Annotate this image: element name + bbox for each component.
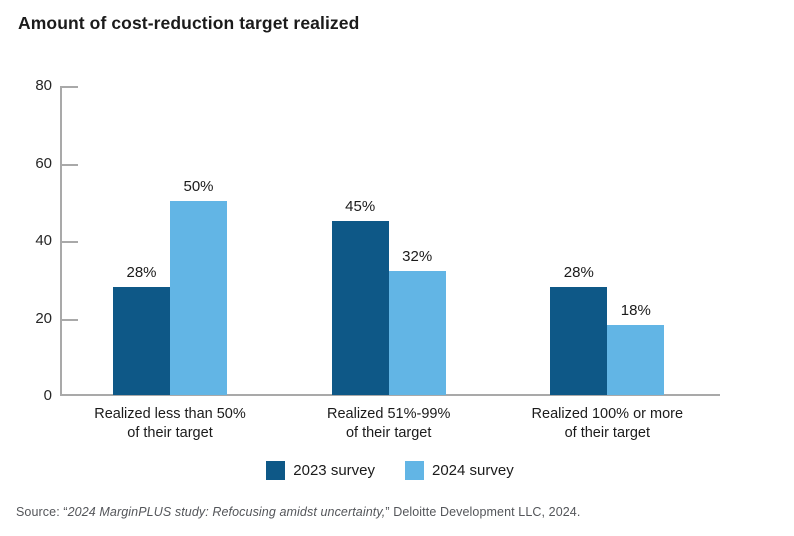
source-study-title: 2024 MarginPLUS study: Refocusing amidst… (67, 505, 386, 519)
bar-value-label: 28% (126, 263, 157, 281)
bar-2023-survey (550, 286, 608, 395)
x-category-label-line: of their target (127, 425, 213, 441)
legend-label: 2023 survey (293, 462, 375, 479)
source-prefix: Source: “ (16, 505, 68, 519)
bar-value-label: 28% (563, 263, 594, 281)
x-category-label-line: of their target (345, 425, 432, 441)
y-tick-label: 80 (35, 77, 52, 94)
bar-2024-survey (388, 271, 446, 395)
x-category-label-line: of their target (564, 425, 651, 441)
legend-label: 2024 survey (432, 462, 514, 479)
bar-value-label: 45% (345, 197, 376, 215)
x-category-label: Realized 100% or more of their target (487, 405, 727, 443)
x-category-label-line: Realized 51%-99% (327, 406, 451, 422)
source-suffix: ” Deloitte Development LLC, 2024. (385, 505, 581, 519)
plot-area: 28% 50% 45% 32% 28% 18% (60, 86, 720, 396)
y-tick-label: 0 (43, 387, 52, 404)
x-category-label-line: Realized 100% or more (531, 406, 684, 422)
bar-value-label: 50% (183, 178, 214, 196)
legend-swatch (405, 461, 424, 480)
bar-value-label: 18% (620, 302, 651, 320)
chart-title: Amount of cost-reduction target realized (18, 13, 360, 33)
legend-swatch (266, 461, 286, 480)
bar-2024-survey (170, 201, 227, 395)
y-tick (60, 318, 78, 321)
y-tick-label: 40 (35, 232, 52, 249)
bar-value-label: 32% (402, 248, 433, 265)
y-tick (60, 163, 78, 166)
x-category-label: Realized less than 50% of their target (50, 405, 290, 443)
bar-2024-survey (607, 325, 665, 395)
x-axis-line (60, 394, 720, 396)
x-category-label-line: Realized less than 50% (94, 406, 246, 422)
legend-item-2024-survey: 2024 survey (405, 461, 514, 480)
y-tick-label: 60 (35, 154, 52, 172)
y-tick (60, 86, 78, 88)
source-note: Source: “2024 MarginPLUS study: Refocusi… (16, 505, 580, 519)
y-tick (60, 241, 78, 243)
bar-2023-survey (113, 286, 170, 395)
legend-item-2023-survey: 2023 survey (266, 461, 375, 480)
chart-legend: 2023 survey 2024 survey (60, 461, 720, 480)
bar-2023-survey (331, 220, 389, 395)
x-category-label: Realized 51%-99% of their target (269, 405, 509, 443)
y-tick-label: 20 (35, 309, 52, 327)
